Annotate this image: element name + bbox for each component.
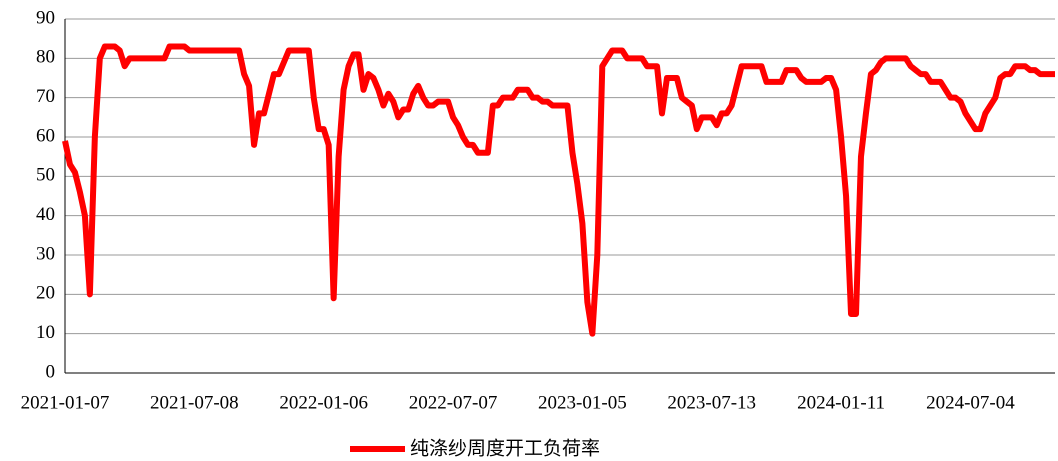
y-tick-label: 80: [36, 47, 55, 68]
x-tick-label: 2022-07-07: [409, 392, 498, 413]
x-tick-label: 2023-01-05: [538, 392, 627, 413]
y-tick-label: 0: [46, 361, 56, 382]
y-tick-label: 30: [36, 243, 55, 264]
x-tick-label: 2021-01-07: [21, 392, 110, 413]
y-tick-label: 60: [36, 125, 55, 146]
x-tick-label: 2021-07-08: [150, 392, 239, 413]
data-line: [62, 43, 1055, 337]
y-tick-label: 70: [36, 86, 55, 107]
x-tick-label: 2024-01-11: [797, 392, 885, 413]
x-tick-label: 2024-07-04: [926, 392, 1015, 413]
legend-label: 纯涤纱周度开工负荷率: [410, 438, 600, 460]
y-tick-label: 20: [36, 283, 55, 304]
x-tick-label: 2022-01-06: [279, 392, 368, 413]
y-tick-label: 10: [36, 322, 55, 343]
y-tick-label: 90: [36, 7, 55, 28]
y-tick-label: 50: [36, 165, 55, 186]
x-tick-label: 2023-07-13: [667, 392, 756, 413]
y-tick-label: 40: [36, 204, 55, 225]
